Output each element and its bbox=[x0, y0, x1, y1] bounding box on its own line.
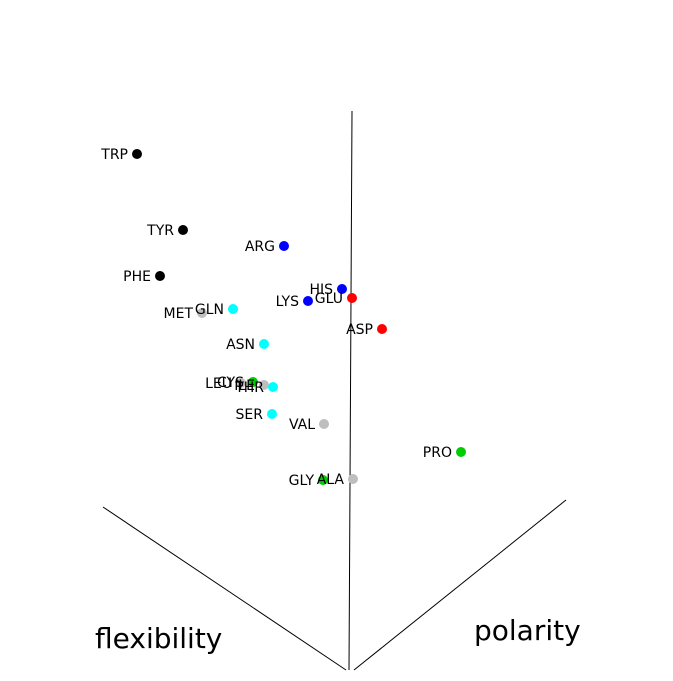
data-label-ile: ILE bbox=[234, 378, 255, 394]
data-label-cys: CYS bbox=[217, 375, 244, 391]
data-point-phe bbox=[155, 271, 165, 281]
data-label-lys: LYS bbox=[276, 294, 299, 310]
data-point-gly bbox=[318, 475, 328, 485]
data-point-ala bbox=[348, 474, 358, 484]
data-label-met: MET bbox=[164, 306, 194, 322]
flexibility-axis-line bbox=[102, 506, 347, 671]
data-label-gly: GLY bbox=[289, 473, 315, 489]
data-label-glu: GLU bbox=[315, 291, 343, 307]
data-label-his: HIS bbox=[309, 282, 333, 298]
data-point-leu bbox=[236, 378, 246, 388]
data-label-trp: TRP bbox=[100, 147, 128, 163]
data-label-asp: ASP bbox=[346, 322, 373, 338]
data-point-trp bbox=[132, 149, 142, 159]
data-point-asp bbox=[377, 324, 387, 334]
data-point-his bbox=[337, 284, 347, 294]
data-point-lys bbox=[303, 296, 313, 306]
data-point-ile bbox=[259, 380, 269, 390]
data-point-thr bbox=[268, 382, 278, 392]
data-label-tyr: TYR bbox=[146, 223, 174, 239]
data-label-gln: GLN bbox=[195, 302, 224, 318]
polarity-axis-line bbox=[353, 499, 567, 671]
flexibility-axis-title: flexibility bbox=[95, 622, 222, 655]
data-point-tyr bbox=[178, 225, 188, 235]
data-label-leu: LEU bbox=[205, 376, 232, 392]
polarity-axis-title: polarity bbox=[474, 614, 581, 647]
data-point-met bbox=[197, 308, 207, 318]
data-point-cys bbox=[248, 377, 258, 387]
vertical-axis-line bbox=[348, 110, 353, 671]
data-label-pro: PRO bbox=[423, 445, 452, 461]
data-point-val bbox=[319, 419, 329, 429]
data-label-val: VAL bbox=[289, 417, 315, 433]
data-point-arg bbox=[279, 241, 289, 251]
data-label-asn: ASN bbox=[226, 337, 255, 353]
data-point-glu bbox=[347, 293, 357, 303]
data-label-ser: SER bbox=[236, 407, 264, 423]
data-point-ser bbox=[267, 409, 277, 419]
data-point-pro bbox=[456, 447, 466, 457]
data-label-ala: ALA bbox=[317, 472, 345, 488]
data-point-gln bbox=[228, 304, 238, 314]
data-points bbox=[132, 149, 466, 485]
data-point-asn bbox=[259, 339, 269, 349]
data-label-thr: THR bbox=[234, 380, 264, 396]
data-label-arg: ARG bbox=[245, 239, 275, 255]
data-label-phe: PHE bbox=[123, 269, 151, 285]
